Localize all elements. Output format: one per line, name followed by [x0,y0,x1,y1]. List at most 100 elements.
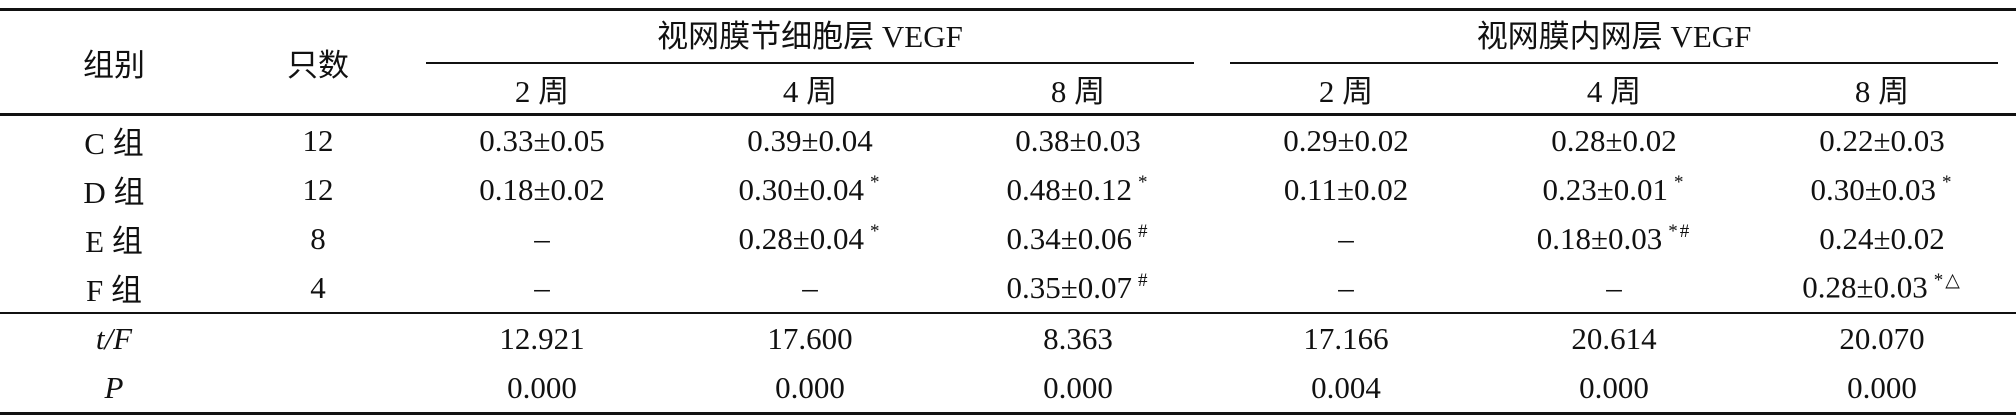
header-week: 8 周 [1748,64,2016,116]
mean-sd-value: – [1338,220,1354,256]
data-table: 组别 只数 视网膜节细胞层 VEGF 视网膜内网层 VEGF 2 周 4 周 8… [0,8,2016,415]
value-cell: – [408,263,676,313]
significance-marker: * [1942,172,1954,194]
significance-marker: # [1138,270,1150,292]
value-cell: 0.23±0.01 * [1480,165,1748,214]
group-label: C 组 [84,126,144,161]
significance-marker: # [1138,221,1150,243]
mean-sd-value: – [1338,269,1354,305]
animal-count: 4 [310,269,326,305]
group-label: F 组 [86,273,142,308]
value-cell: 0.28±0.02 [1480,115,1748,166]
tf-value: 17.600 [676,312,944,363]
mean-sd-value: 0.48±0.12 [1006,171,1133,207]
header-group: 组别 [0,8,228,115]
tf-label: t/F [0,312,228,363]
value-cell: 0.33±0.05 [408,115,676,166]
header-week: 2 周 [1212,64,1481,116]
mean-sd-value: 0.30±0.03 [1810,171,1937,207]
value-cell: 0.30±0.04 * [676,165,944,214]
significance-marker: * [870,172,882,194]
p-row: P 0.000 0.000 0.000 0.004 0.000 0.000 [0,363,2016,415]
value-cell: – [676,263,944,313]
header-inl-cell: 视网膜内网层 VEGF [1212,8,2016,64]
group-label: D 组 [83,175,145,210]
header-gcl-title: 视网膜节细胞层 VEGF [426,11,1195,64]
value-cell: 0.18±0.02 [408,165,676,214]
mean-sd-value: 0.11±0.02 [1283,171,1409,207]
value-cell: 0.24±0.02 [1748,214,2016,263]
mean-sd-value: 0.29±0.02 [1283,122,1409,158]
value-cell: 0.35±0.07 # [944,263,1212,313]
value-cell: 0.28±0.03 *△ [1748,263,2016,313]
mean-sd-value: 0.22±0.03 [1819,122,1945,158]
tf-value: 20.614 [1480,312,1749,363]
animal-count: 12 [302,171,334,207]
mean-sd-value: 0.30±0.04 [738,171,864,207]
mean-sd-value: 0.18±0.02 [479,171,605,207]
header-gcl-cell: 视网膜节细胞层 VEGF [408,8,1213,64]
mean-sd-value: – [534,269,550,305]
header-week: 2 周 [408,64,676,116]
value-cell: 0.18±0.03 *# [1480,214,1748,263]
header-week: 8 周 [944,64,1213,116]
p-value: 0.004 [1212,363,1481,415]
mean-sd-value: 0.28±0.04 [738,220,864,256]
table-row: C 组 12 0.33±0.05 0.39±0.04 0.38±0.03 0.29±0.0… [0,115,2016,166]
mean-sd-value: 0.33±0.05 [479,122,605,158]
significance-marker: *# [1668,221,1692,243]
mean-sd-value: 0.18±0.03 [1536,220,1663,256]
animal-count: 8 [310,220,326,256]
value-cell: 0.30±0.03 * [1748,165,2016,214]
significance-marker: *△ [1933,270,1962,292]
mean-sd-value: – [802,269,818,305]
tf-row: t/F 12.921 17.600 8.363 17.166 20.614 20… [0,312,2016,363]
value-cell: – [1212,263,1480,313]
mean-sd-value: – [534,220,550,256]
mean-sd-value: 0.28±0.03 [1802,269,1928,305]
header-row-1: 组别 只数 视网膜节细胞层 VEGF 视网膜内网层 VEGF [0,8,2016,115]
significance-marker: * [1138,172,1150,194]
tf-value: 12.921 [408,312,676,363]
value-cell: 0.28±0.04 * [676,214,944,263]
value-cell: 0.29±0.02 [1212,115,1480,166]
tf-value: 17.166 [1212,312,1481,363]
mean-sd-value: 0.28±0.02 [1551,122,1677,158]
value-cell: – [408,214,676,263]
p-value: 0.000 [1748,363,2016,415]
p-count-empty [228,363,408,415]
mean-sd-value: – [1606,269,1622,305]
mean-sd-value: 0.24±0.02 [1819,220,1945,256]
value-cell: 0.48±0.12 * [944,165,1212,214]
tf-value: 8.363 [944,312,1213,363]
p-value: 0.000 [676,363,944,415]
header-inl-title: 视网膜内网层 VEGF [1230,11,1999,64]
significance-marker: * [870,221,882,243]
table-row: D 组 12 0.18±0.02 0.30±0.04 * 0.48±0.12 * 0.11±0… [0,165,2016,214]
group-label: E 组 [85,224,143,259]
p-label: P [0,363,228,415]
mean-sd-value: 0.23±0.01 [1542,171,1669,207]
value-cell: 0.34±0.06 # [944,214,1212,263]
value-cell: 0.22±0.03 [1748,115,2016,166]
significance-marker: * [1674,172,1686,194]
value-cell: – [1480,263,1748,313]
tf-count-empty [228,312,408,363]
mean-sd-value: 0.38±0.03 [1015,122,1141,158]
p-value: 0.000 [408,363,676,415]
mean-sd-value: 0.35±0.07 [1006,269,1133,305]
mean-sd-value: 0.39±0.04 [747,122,873,158]
p-value: 0.000 [944,363,1213,415]
header-count: 只数 [228,8,408,115]
mean-sd-value: 0.34±0.06 [1006,220,1133,256]
table-row: F 组 4 – – 0.35±0.07 # – – 0.28±0.03 *△ [0,263,2016,313]
table-row: E 组 8 – 0.28±0.04 * 0.34±0.06 # – 0.18±0.03 *# 0.2… [0,214,2016,263]
p-value: 0.000 [1480,363,1749,415]
value-cell: – [1212,214,1480,263]
table-body: C 组 12 0.33±0.05 0.39±0.04 0.38±0.03 0.29±0.0… [0,115,2016,314]
stats-body: t/F 12.921 17.600 8.363 17.166 20.614 20… [0,312,2016,415]
header-row-2: 2 周 4 周 8 周 2 周 4 周 8 周 [0,64,2016,116]
value-cell: 0.38±0.03 [944,115,1212,166]
header-week: 4 周 [676,64,944,116]
tf-value: 20.070 [1748,312,2016,363]
